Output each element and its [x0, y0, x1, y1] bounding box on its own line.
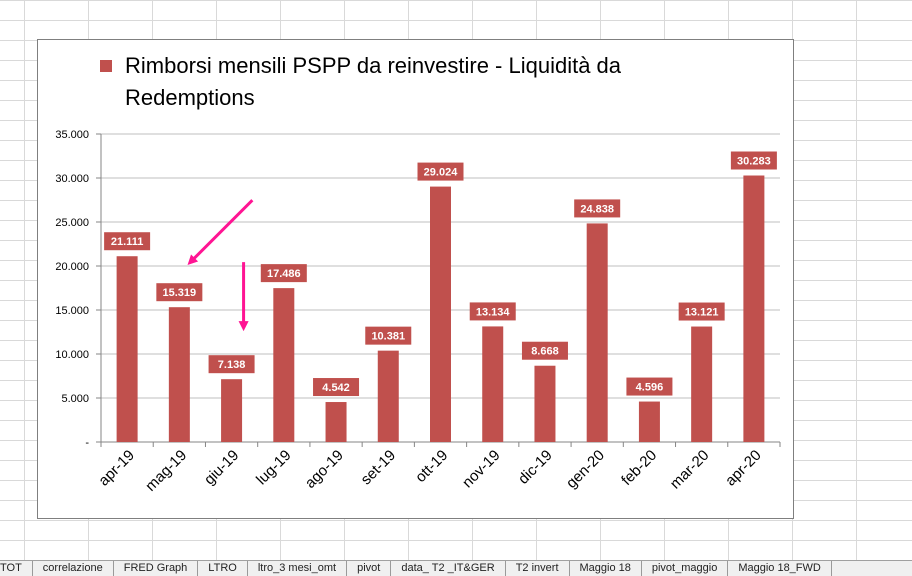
bar[interactable] [221, 379, 243, 442]
y-tick-label: 20.000 [55, 261, 89, 273]
x-tick-label: giu-19 [201, 447, 243, 489]
sheet-tab[interactable]: correlazione [32, 561, 114, 576]
bar[interactable] [691, 326, 713, 442]
data-label-box [365, 326, 412, 345]
bar[interactable] [534, 365, 556, 442]
data-label: 4.542 [322, 382, 350, 394]
y-tick-label: 35.000 [55, 129, 89, 141]
x-tick-label: ago-19 [302, 447, 347, 492]
x-tick-label: dic-19 [515, 447, 556, 488]
bar[interactable] [430, 186, 451, 442]
data-label: 30.283 [737, 156, 771, 168]
bar[interactable] [325, 402, 347, 442]
bar[interactable] [638, 401, 660, 442]
data-label: 17.486 [267, 268, 301, 280]
bar-chart: - 5.000 10.000 15.000 20.000 25.000 30.000 35.0… [55, 129, 781, 495]
data-label: 8.668 [531, 346, 559, 358]
x-tick-label: ott-19 [412, 447, 451, 486]
bar[interactable] [482, 326, 504, 442]
data-label: 29.024 [424, 167, 459, 179]
y-tick-label: 5.000 [61, 393, 89, 405]
data-label: 15.319 [163, 287, 197, 299]
sheet-tab[interactable]: LTRO [198, 561, 248, 576]
sheet-tab[interactable]: Maggio 18 [569, 561, 642, 576]
sheet-tab[interactable]: pivot_maggio [641, 561, 729, 576]
x-tick-label: mar-20 [667, 447, 713, 493]
data-label: 21.111 [111, 236, 143, 248]
data-label-box [469, 302, 516, 321]
x-tick-label: nov-19 [459, 447, 503, 491]
data-label-box [574, 199, 621, 218]
y-tick-label: 15.000 [55, 305, 89, 317]
annotation-arrow [187, 199, 254, 266]
data-label-box [156, 283, 203, 302]
x-tick-label: gen-20 [563, 447, 608, 492]
sheet-tab[interactable]: data_ T2 _IT&GER [391, 561, 506, 576]
data-label: 4.596 [636, 382, 664, 394]
data-label: 10.381 [371, 331, 405, 343]
sheet-tab[interactable]: TOT [0, 561, 33, 576]
x-tick-label: apr-20 [722, 447, 765, 490]
bar[interactable] [743, 175, 765, 443]
x-tick-label: lug-19 [253, 447, 295, 489]
sheet-tab-bar: TOT correlazione FRED Graph LTRO ltro_3 mesi… [0, 560, 912, 576]
y-tick-label: 30.000 [55, 173, 89, 185]
bar[interactable] [168, 307, 190, 442]
data-label-box [260, 264, 307, 283]
legend-label: Rimborsi mensili PSPP da reinvestire - L… [125, 53, 622, 110]
sheet-tab[interactable]: Maggio 18_FWD [728, 561, 832, 576]
x-tick-label: feb-20 [618, 447, 660, 489]
data-label-box [730, 151, 777, 170]
bar[interactable] [586, 223, 608, 442]
x-tick-label: mag-19 [142, 447, 190, 495]
chart-area[interactable] [37, 39, 794, 519]
sheet-tab[interactable]: FRED Graph [113, 561, 199, 576]
sheet-tab[interactable]: pivot [347, 561, 392, 576]
data-label-box [104, 232, 151, 251]
data-label-box [208, 355, 255, 374]
sheet-tab[interactable]: T2 invert [505, 561, 570, 576]
chart-legend: Rimborsi mensili PSPP da reinvestire - L… [100, 50, 700, 114]
data-label: 13.121 [685, 307, 719, 319]
data-label-box [678, 302, 725, 321]
data-label-box [626, 377, 673, 396]
y-tick-label: - [85, 437, 89, 449]
legend-swatch [100, 60, 112, 72]
bar[interactable] [116, 256, 138, 442]
data-label: 13.134 [476, 306, 511, 318]
data-label-box [521, 341, 568, 360]
y-tick-label: 10.000 [55, 349, 89, 361]
sheet-tab[interactable]: ltro_3 mesi_omt [247, 561, 348, 576]
y-tick-label: 25.000 [55, 217, 89, 229]
data-label: 7.138 [218, 359, 246, 371]
data-label-box [313, 378, 360, 397]
data-label-box [417, 162, 464, 181]
x-tick-label: set-19 [358, 447, 400, 489]
data-label: 24.838 [580, 203, 614, 215]
bar[interactable] [273, 288, 295, 442]
x-tick-label: apr-19 [95, 447, 138, 490]
bar[interactable] [377, 350, 399, 442]
